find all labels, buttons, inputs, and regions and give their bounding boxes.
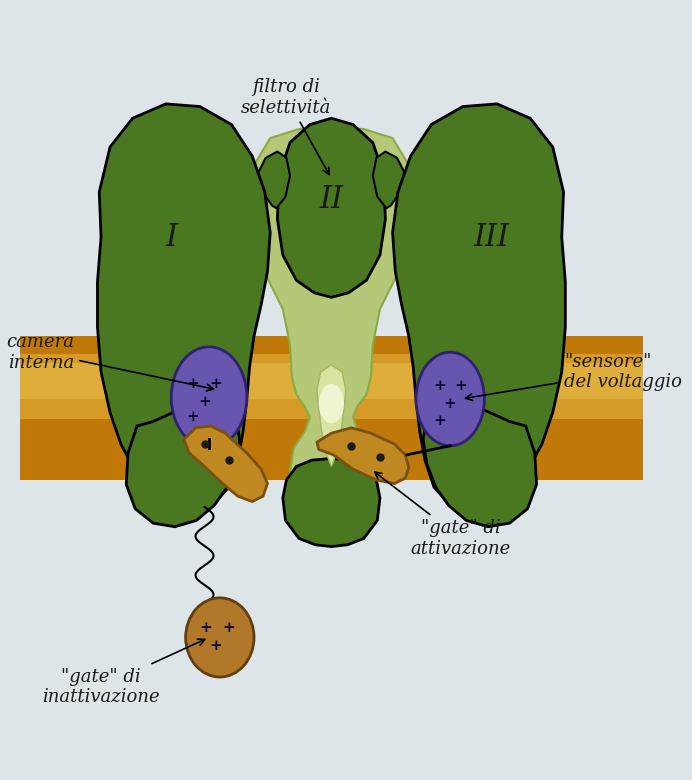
Text: "sensore"
del voltaggio: "sensore" del voltaggio [466, 353, 682, 400]
Ellipse shape [171, 347, 247, 448]
Text: +: + [444, 397, 457, 411]
Text: camera
interna: camera interna [6, 333, 214, 391]
Polygon shape [126, 402, 239, 526]
Text: filtro di
selettività: filtro di selettività [242, 78, 331, 175]
Polygon shape [392, 104, 565, 512]
Polygon shape [373, 151, 404, 208]
Text: +: + [186, 410, 199, 424]
Ellipse shape [319, 384, 344, 424]
Text: +: + [199, 622, 212, 636]
Bar [20, 354, 643, 419]
Polygon shape [424, 402, 536, 526]
Text: +: + [455, 379, 467, 393]
Bar [20, 336, 643, 480]
Polygon shape [317, 427, 409, 484]
Text: +: + [222, 622, 235, 636]
Text: I: I [165, 222, 177, 253]
Ellipse shape [416, 353, 484, 446]
Polygon shape [184, 426, 268, 502]
Bar [20, 363, 643, 399]
Text: +: + [433, 379, 446, 393]
Polygon shape [277, 119, 385, 297]
Text: II: II [320, 184, 343, 214]
Polygon shape [317, 365, 346, 466]
Polygon shape [259, 151, 290, 208]
Polygon shape [242, 127, 421, 530]
Text: +: + [198, 395, 211, 409]
Text: "gate" di
attivazione: "gate" di attivazione [374, 472, 511, 558]
Polygon shape [98, 104, 270, 512]
Text: +: + [210, 377, 223, 391]
Ellipse shape [185, 597, 254, 677]
Text: +: + [433, 413, 446, 427]
Text: +: + [209, 640, 221, 654]
Text: III: III [473, 222, 509, 253]
Polygon shape [283, 459, 380, 547]
Text: +: + [186, 377, 199, 391]
Text: "gate" di
inattivazione: "gate" di inattivazione [42, 639, 205, 707]
